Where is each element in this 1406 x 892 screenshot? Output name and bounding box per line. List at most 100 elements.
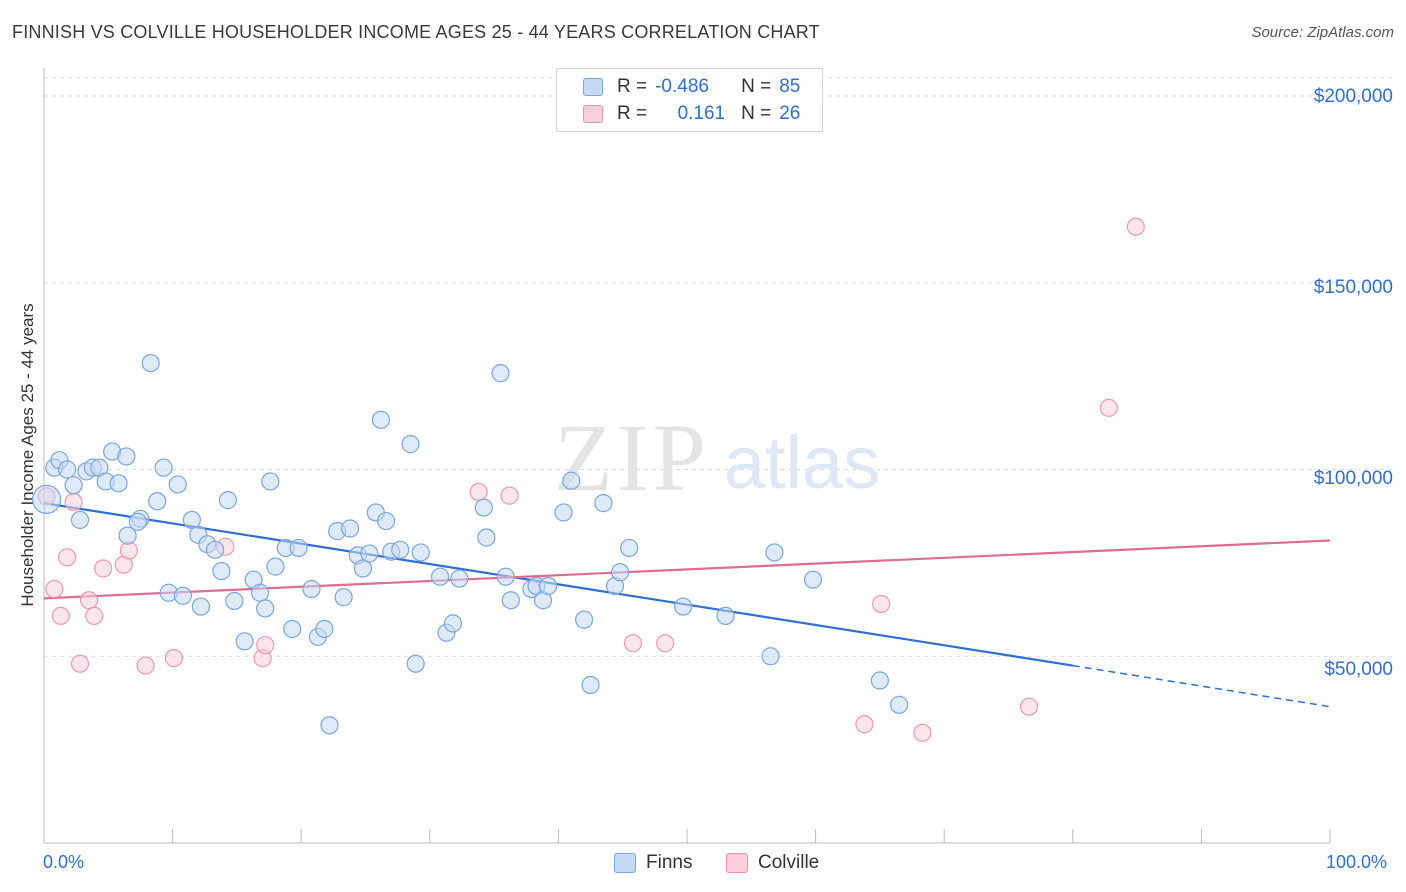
- data-point-finns: [225, 591, 244, 611]
- data-point-finns: [334, 588, 353, 607]
- data-point-colville: [51, 606, 70, 626]
- watermark-zip: ZIP: [554, 404, 710, 511]
- data-point-colville: [500, 486, 519, 505]
- data-point-finns: [716, 606, 735, 626]
- data-point-colville: [656, 634, 675, 653]
- data-point-finns: [154, 458, 173, 477]
- data-point-finns: [765, 543, 784, 562]
- data-point-finns: [450, 569, 469, 588]
- data-point-finns: [401, 435, 420, 454]
- legend-r-label: R =: [617, 103, 648, 124]
- x-axis-min-label: 0.0%: [43, 852, 85, 872]
- legend-n-label: N =: [741, 103, 772, 124]
- data-point-finns: [58, 460, 77, 479]
- legend-r-label: R =: [617, 76, 648, 97]
- data-point-finns: [235, 632, 254, 651]
- data-point-finns: [611, 563, 630, 582]
- bottom-legend-swatch-colville: [726, 853, 748, 873]
- legend-n-label: N =: [741, 76, 772, 97]
- data-point-finns: [168, 475, 187, 494]
- legend-r-value-finns: -0.486: [655, 76, 709, 97]
- data-point-finns: [411, 543, 430, 562]
- data-point-finns: [128, 512, 147, 531]
- y-tick-label-100k: $100,000: [1313, 468, 1393, 489]
- data-point-finns: [674, 597, 693, 616]
- data-point-finns: [575, 610, 594, 629]
- data-point-colville: [64, 492, 83, 512]
- data-point-colville: [45, 579, 64, 599]
- bottom-legend-colville: Colville: [726, 852, 819, 874]
- legend-swatch-colville: [583, 105, 603, 123]
- legend-n-value-colville: 26: [779, 103, 801, 124]
- data-point-colville: [79, 591, 99, 610]
- data-point-finns: [256, 599, 275, 618]
- data-point-finns: [474, 498, 493, 517]
- data-point-finns: [64, 476, 83, 495]
- y-tick-label-50k: $50,000: [1324, 659, 1393, 680]
- data-point-colville: [256, 635, 275, 655]
- data-point-finns: [443, 614, 463, 633]
- trend-line-colville: [43, 539, 1331, 600]
- data-point-colville: [872, 594, 891, 614]
- data-point-finns: [870, 671, 890, 690]
- data-point-finns: [289, 538, 308, 558]
- data-point-finns: [391, 540, 410, 559]
- data-point-finns: [491, 364, 510, 383]
- data-point-finns: [141, 353, 160, 373]
- data-point-finns: [261, 472, 280, 491]
- data-point-finns: [761, 647, 780, 666]
- data-point-finns: [539, 576, 558, 596]
- data-point-finns: [803, 570, 823, 589]
- legend-n-value-finns: 85: [779, 76, 801, 97]
- trend-line-finns: [43, 502, 1073, 667]
- data-point-finns: [182, 510, 201, 530]
- data-point-finns: [406, 654, 425, 673]
- data-point-colville: [58, 548, 77, 567]
- data-point-colville: [94, 559, 113, 578]
- grid-lines: [44, 77, 1394, 657]
- data-point-finns: [371, 410, 391, 429]
- data-point-colville: [1099, 398, 1118, 417]
- source-label: Source: ZipAtlas.com: [1251, 24, 1394, 41]
- data-point-colville: [70, 654, 90, 673]
- watermark-atlas: atlas: [724, 421, 880, 504]
- bottom-legend-finns: Finns: [614, 852, 692, 874]
- data-point-finns: [594, 494, 613, 513]
- correlation-legend: R = -0.486 N = 85 R = 0.161 N = 26: [556, 68, 823, 132]
- data-point-finns: [340, 519, 360, 538]
- data-point-finns: [191, 597, 210, 616]
- data-point-finns: [118, 526, 137, 545]
- legend-swatch-finns: [583, 78, 603, 96]
- data-point-finns: [31, 484, 62, 514]
- chart-title: FINNISH VS COLVILLE HOUSEHOLDER INCOME A…: [12, 22, 820, 42]
- data-point-finns: [212, 561, 231, 581]
- data-point-colville: [1126, 217, 1145, 236]
- data-point-finns: [283, 619, 302, 639]
- data-point-finns: [205, 540, 225, 559]
- data-point-finns: [581, 675, 600, 695]
- data-point-finns: [320, 716, 339, 735]
- data-point-finns: [302, 579, 321, 599]
- data-point-finns: [890, 695, 909, 714]
- data-point-finns: [250, 583, 270, 602]
- bottom-legend-label-colville: Colville: [758, 852, 820, 873]
- data-point-finns: [117, 447, 136, 466]
- watermark: ZIP atlas: [554, 404, 880, 511]
- data-point-finns: [218, 491, 237, 510]
- bottom-legend-swatch-finns: [614, 853, 636, 873]
- data-point-finns: [266, 557, 285, 576]
- legend-r-value-colville: 0.161: [677, 103, 726, 124]
- data-point-finns: [477, 528, 496, 547]
- data-point-finns: [496, 567, 515, 586]
- bottom-legend-label-finns: Finns: [646, 852, 693, 873]
- data-point-finns: [562, 471, 581, 490]
- data-point-colville: [136, 656, 155, 675]
- data-point-colville: [1019, 697, 1039, 716]
- legend-row-colville: R = 0.161 N = 26: [583, 102, 800, 126]
- data-point-finns: [173, 586, 192, 605]
- axes: [43, 68, 1331, 844]
- data-point-finns: [70, 510, 90, 530]
- data-point-colville: [469, 482, 488, 502]
- data-point-finns: [109, 474, 128, 493]
